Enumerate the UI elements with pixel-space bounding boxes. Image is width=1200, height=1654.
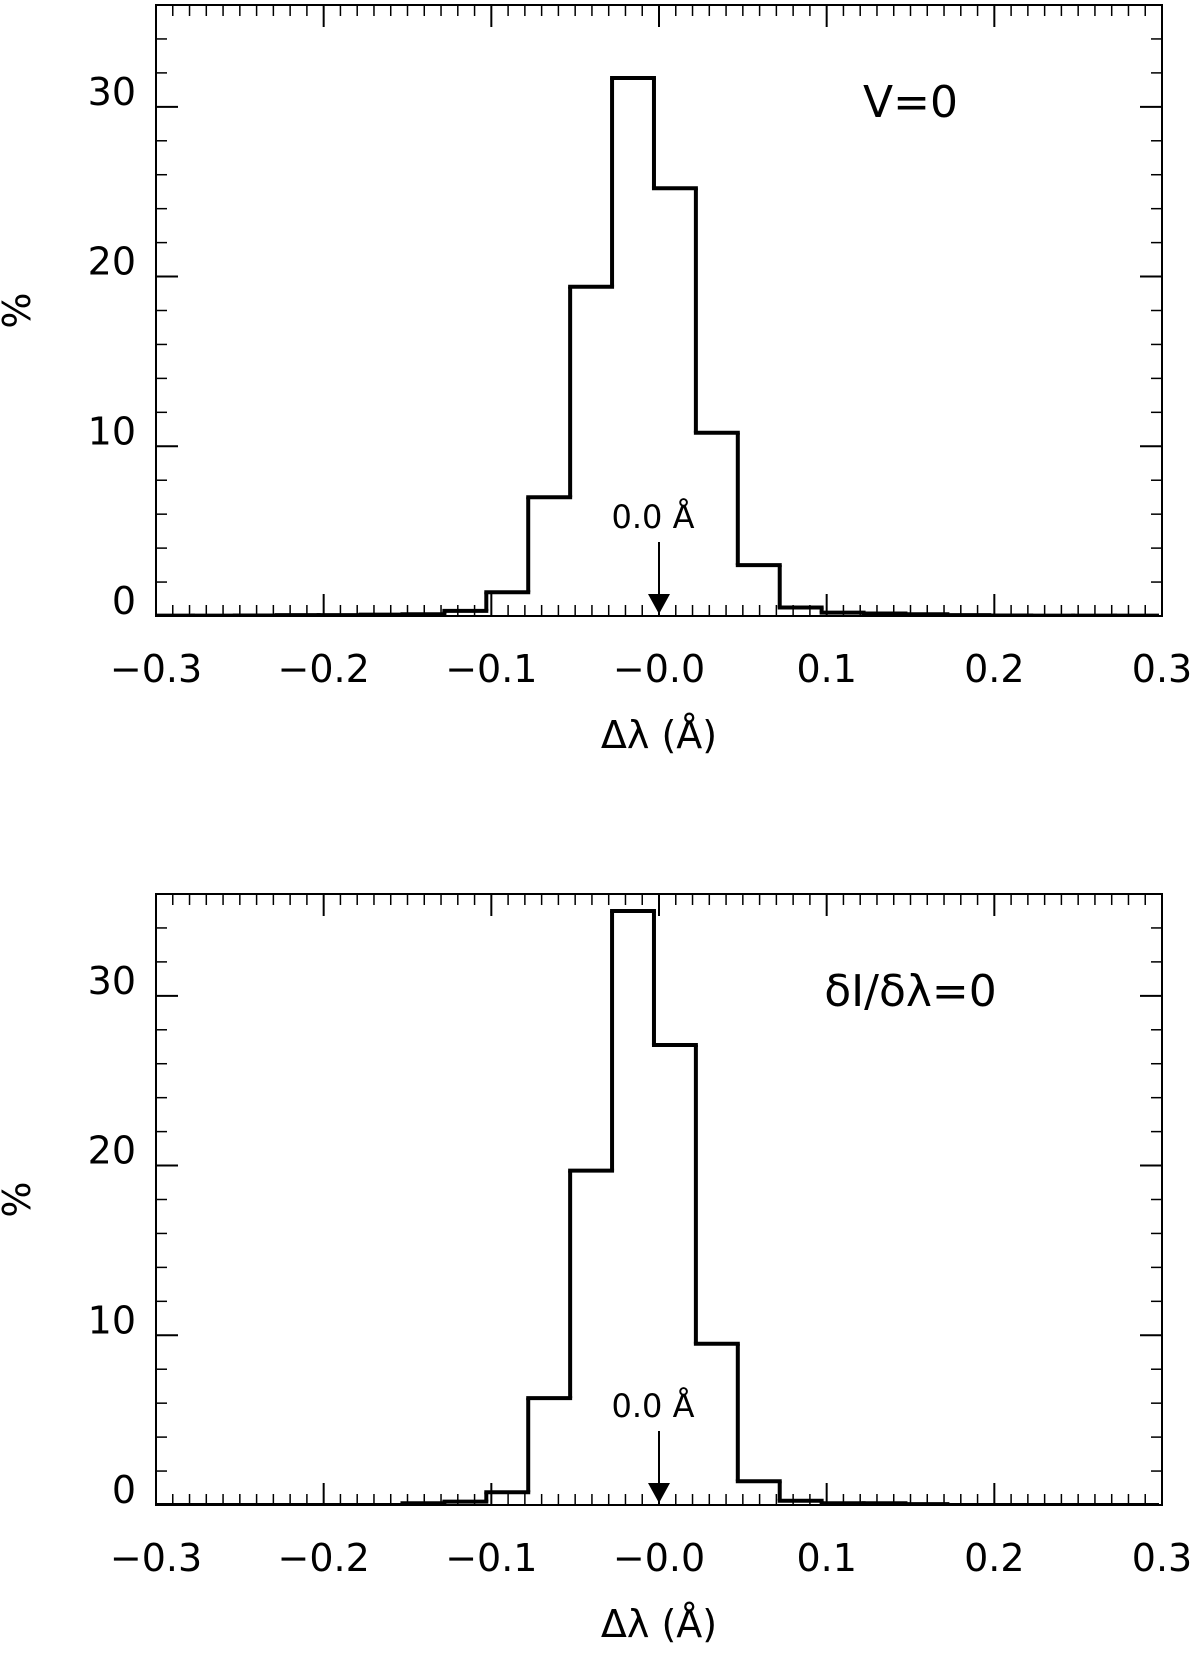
x-tick-label: −0.0 [613, 647, 705, 691]
x-tick-label: −0.3 [110, 1536, 202, 1580]
x-tick-label: −0.0 [613, 1536, 705, 1580]
y-tick-label: 20 [88, 240, 136, 284]
histogram [156, 908, 1159, 1505]
x-axis-label: Δλ (Å) [601, 713, 717, 757]
x-tick-label: 0.2 [964, 1536, 1024, 1580]
y-tick-label: 0 [112, 579, 136, 623]
x-tick-label: −0.2 [278, 1536, 370, 1580]
y-axis-label: % [0, 292, 39, 328]
x-tick-label: −0.3 [110, 647, 202, 691]
y-tick-label: 10 [88, 1298, 136, 1342]
x-axis-label: Δλ (Å) [601, 1602, 717, 1646]
arrow-head [648, 1483, 670, 1503]
x-tick-label: 0.1 [796, 1536, 856, 1580]
y-axis-label: % [0, 1181, 39, 1217]
y-tick-label: 10 [88, 409, 136, 453]
x-tick-label: −0.1 [445, 1536, 537, 1580]
annotation: δI/δλ=0 [824, 966, 997, 1017]
y-tick-label: 30 [88, 70, 136, 114]
histogram [156, 75, 1159, 616]
annotation: V=0 [863, 77, 958, 128]
chart-panel: −0.3 −0.2 −0.1 −0.0 0.1 0.2 0.3 0 10 20 30 Δλ (Å)% V… [0, 4, 1192, 757]
x-tick-label: 0.3 [1132, 1536, 1192, 1580]
y-tick-label: 20 [88, 1129, 136, 1173]
y-tick-label: 30 [88, 959, 136, 1003]
arrow-head [648, 594, 670, 614]
arrow-label: 0.0 Å [612, 498, 695, 536]
x-tick-label: −0.1 [445, 647, 537, 691]
x-tick-label: 0.3 [1132, 647, 1192, 691]
x-tick-label: 0.1 [796, 647, 856, 691]
chart-panel: −0.3 −0.2 −0.1 −0.0 0.1 0.2 0.3 0 10 20 30 Δλ (Å)% δ… [0, 893, 1192, 1646]
arrow-label: 0.0 Å [612, 1387, 695, 1425]
x-tick-label: −0.2 [278, 647, 370, 691]
x-tick-label: 0.2 [964, 647, 1024, 691]
y-tick-label: 0 [112, 1468, 136, 1512]
